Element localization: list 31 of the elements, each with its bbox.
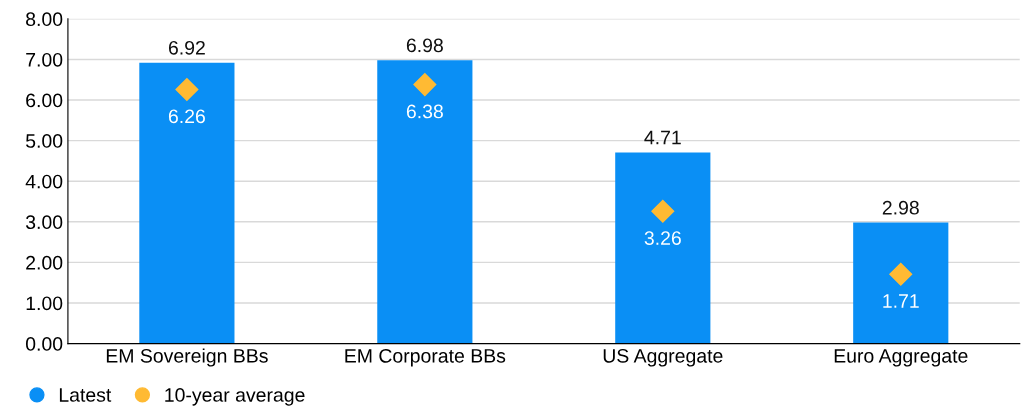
bar: [853, 222, 949, 344]
data-label: 4.71: [644, 130, 681, 145]
x-tick-label: Euro Aggregate: [834, 349, 968, 367]
y-tick-label: 6.00: [26, 93, 63, 108]
data-label: 6.98: [406, 38, 443, 53]
y-tick-label: 5.00: [25, 134, 63, 148]
x-tick-label: EM Sovereign BBs: [106, 348, 268, 367]
y-tick-label: 8.00: [26, 12, 63, 27]
point: [413, 73, 437, 97]
x-tick-label: EM Corporate BBs: [345, 348, 506, 367]
y-tick-label: 2.00: [26, 255, 63, 270]
bar: [377, 60, 473, 344]
data-label: 2.98: [882, 200, 919, 215]
legend-label: Latest: [59, 388, 112, 402]
point: [651, 199, 675, 223]
point: [889, 262, 913, 286]
bar: [615, 152, 711, 344]
bar: [139, 62, 235, 344]
y-tick-label: 0.00: [25, 337, 63, 351]
data-label: 6.26: [168, 109, 205, 124]
y-tick-label: 3.00: [25, 215, 63, 230]
x-tick-label: US Aggregate: [603, 348, 723, 367]
legend-label: 10-year average: [165, 388, 305, 406]
data-label: 3.26: [644, 231, 681, 245]
data-label: 6.92: [168, 40, 205, 55]
y-tick-label: 1.00: [26, 296, 63, 311]
data-label: 1.71: [883, 294, 919, 308]
point: [175, 77, 199, 101]
y-tick-label: 4.00: [25, 174, 63, 189]
y-tick-label: 7.00: [26, 52, 63, 67]
data-label: 6.38: [406, 104, 443, 119]
